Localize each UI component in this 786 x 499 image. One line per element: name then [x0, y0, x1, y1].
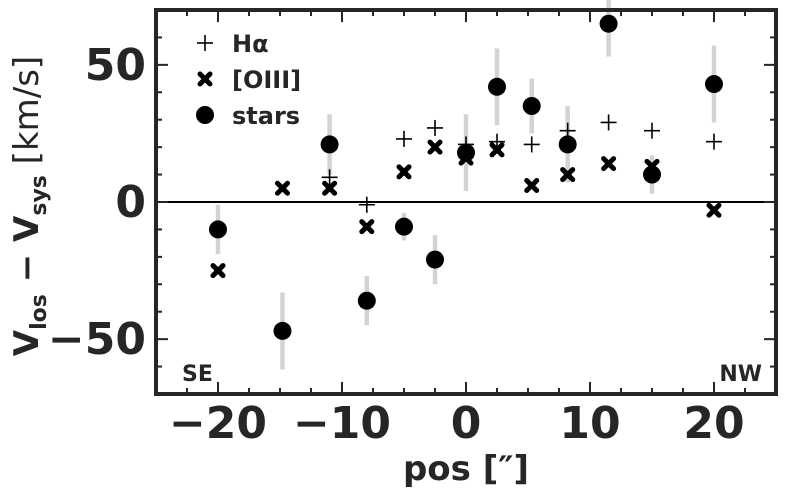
y-label-sub-sys: sys — [27, 175, 52, 216]
point-oiii — [524, 178, 540, 194]
y-label-unit: [km/s] — [7, 56, 47, 175]
y-tick-label: 0 — [115, 177, 146, 228]
y-label-main: V — [7, 329, 47, 356]
y-tick-label: −50 — [48, 314, 146, 365]
legend: Hα [OIII] stars — [196, 30, 301, 130]
point-halpha — [523, 136, 540, 153]
point-oiii — [274, 180, 290, 196]
point-stars — [426, 250, 444, 269]
point-stars — [522, 97, 541, 115]
point-oiii — [322, 180, 338, 196]
point-stars — [643, 165, 661, 184]
legend-label: Hα — [232, 30, 269, 58]
point-stars — [273, 321, 292, 340]
point-stars — [320, 135, 339, 154]
x-axis-label: pos [″] — [403, 449, 529, 489]
point-stars — [357, 291, 376, 310]
y-axis-label: Vlos − Vsys [km/s] — [7, 56, 52, 356]
point-halpha — [321, 169, 338, 186]
error-bars — [215, 0, 717, 370]
point-oiii — [427, 139, 443, 155]
point-oiii — [210, 263, 226, 279]
data-marks — [209, 14, 723, 340]
point-halpha — [396, 130, 412, 147]
x-tick-label: 10 — [559, 398, 620, 449]
point-oiii — [396, 164, 412, 180]
point-stars — [488, 77, 506, 96]
plot-frame — [154, 8, 778, 396]
legend-label: [OIII] — [232, 66, 301, 94]
x-tick-label: 20 — [683, 398, 744, 449]
y-label-mid: − V — [7, 215, 47, 294]
annotation-nw: NW — [719, 362, 762, 387]
annotation-se: SE — [182, 362, 213, 387]
point-oiii — [706, 202, 722, 218]
point-halpha — [358, 196, 375, 213]
y-label-sub-los: los — [27, 294, 52, 330]
point-halpha — [427, 119, 443, 136]
legend-marker-oiii — [197, 71, 213, 87]
x-tick-label: 0 — [451, 398, 482, 449]
x-tick-label: −20 — [169, 398, 267, 449]
point-halpha — [644, 122, 660, 139]
legend-marker-halpha — [197, 35, 213, 51]
y-tick-label: 50 — [85, 40, 146, 91]
tick-labels: −20 −10 0 10 20 −50 0 50 — [48, 40, 745, 449]
point-stars — [395, 217, 413, 236]
point-stars — [457, 143, 475, 162]
point-stars — [209, 220, 227, 239]
point-oiii — [359, 219, 375, 235]
point-stars — [705, 75, 723, 94]
point-stars — [558, 135, 577, 154]
point-oiii — [489, 142, 505, 158]
x-tick-label: −10 — [293, 398, 391, 449]
legend-marker-stars — [196, 106, 214, 124]
legend-label: stars — [232, 102, 300, 130]
point-oiii — [601, 156, 617, 172]
point-stars — [599, 14, 618, 33]
point-halpha — [600, 114, 617, 131]
point-oiii — [560, 167, 576, 183]
point-halpha — [706, 133, 722, 150]
